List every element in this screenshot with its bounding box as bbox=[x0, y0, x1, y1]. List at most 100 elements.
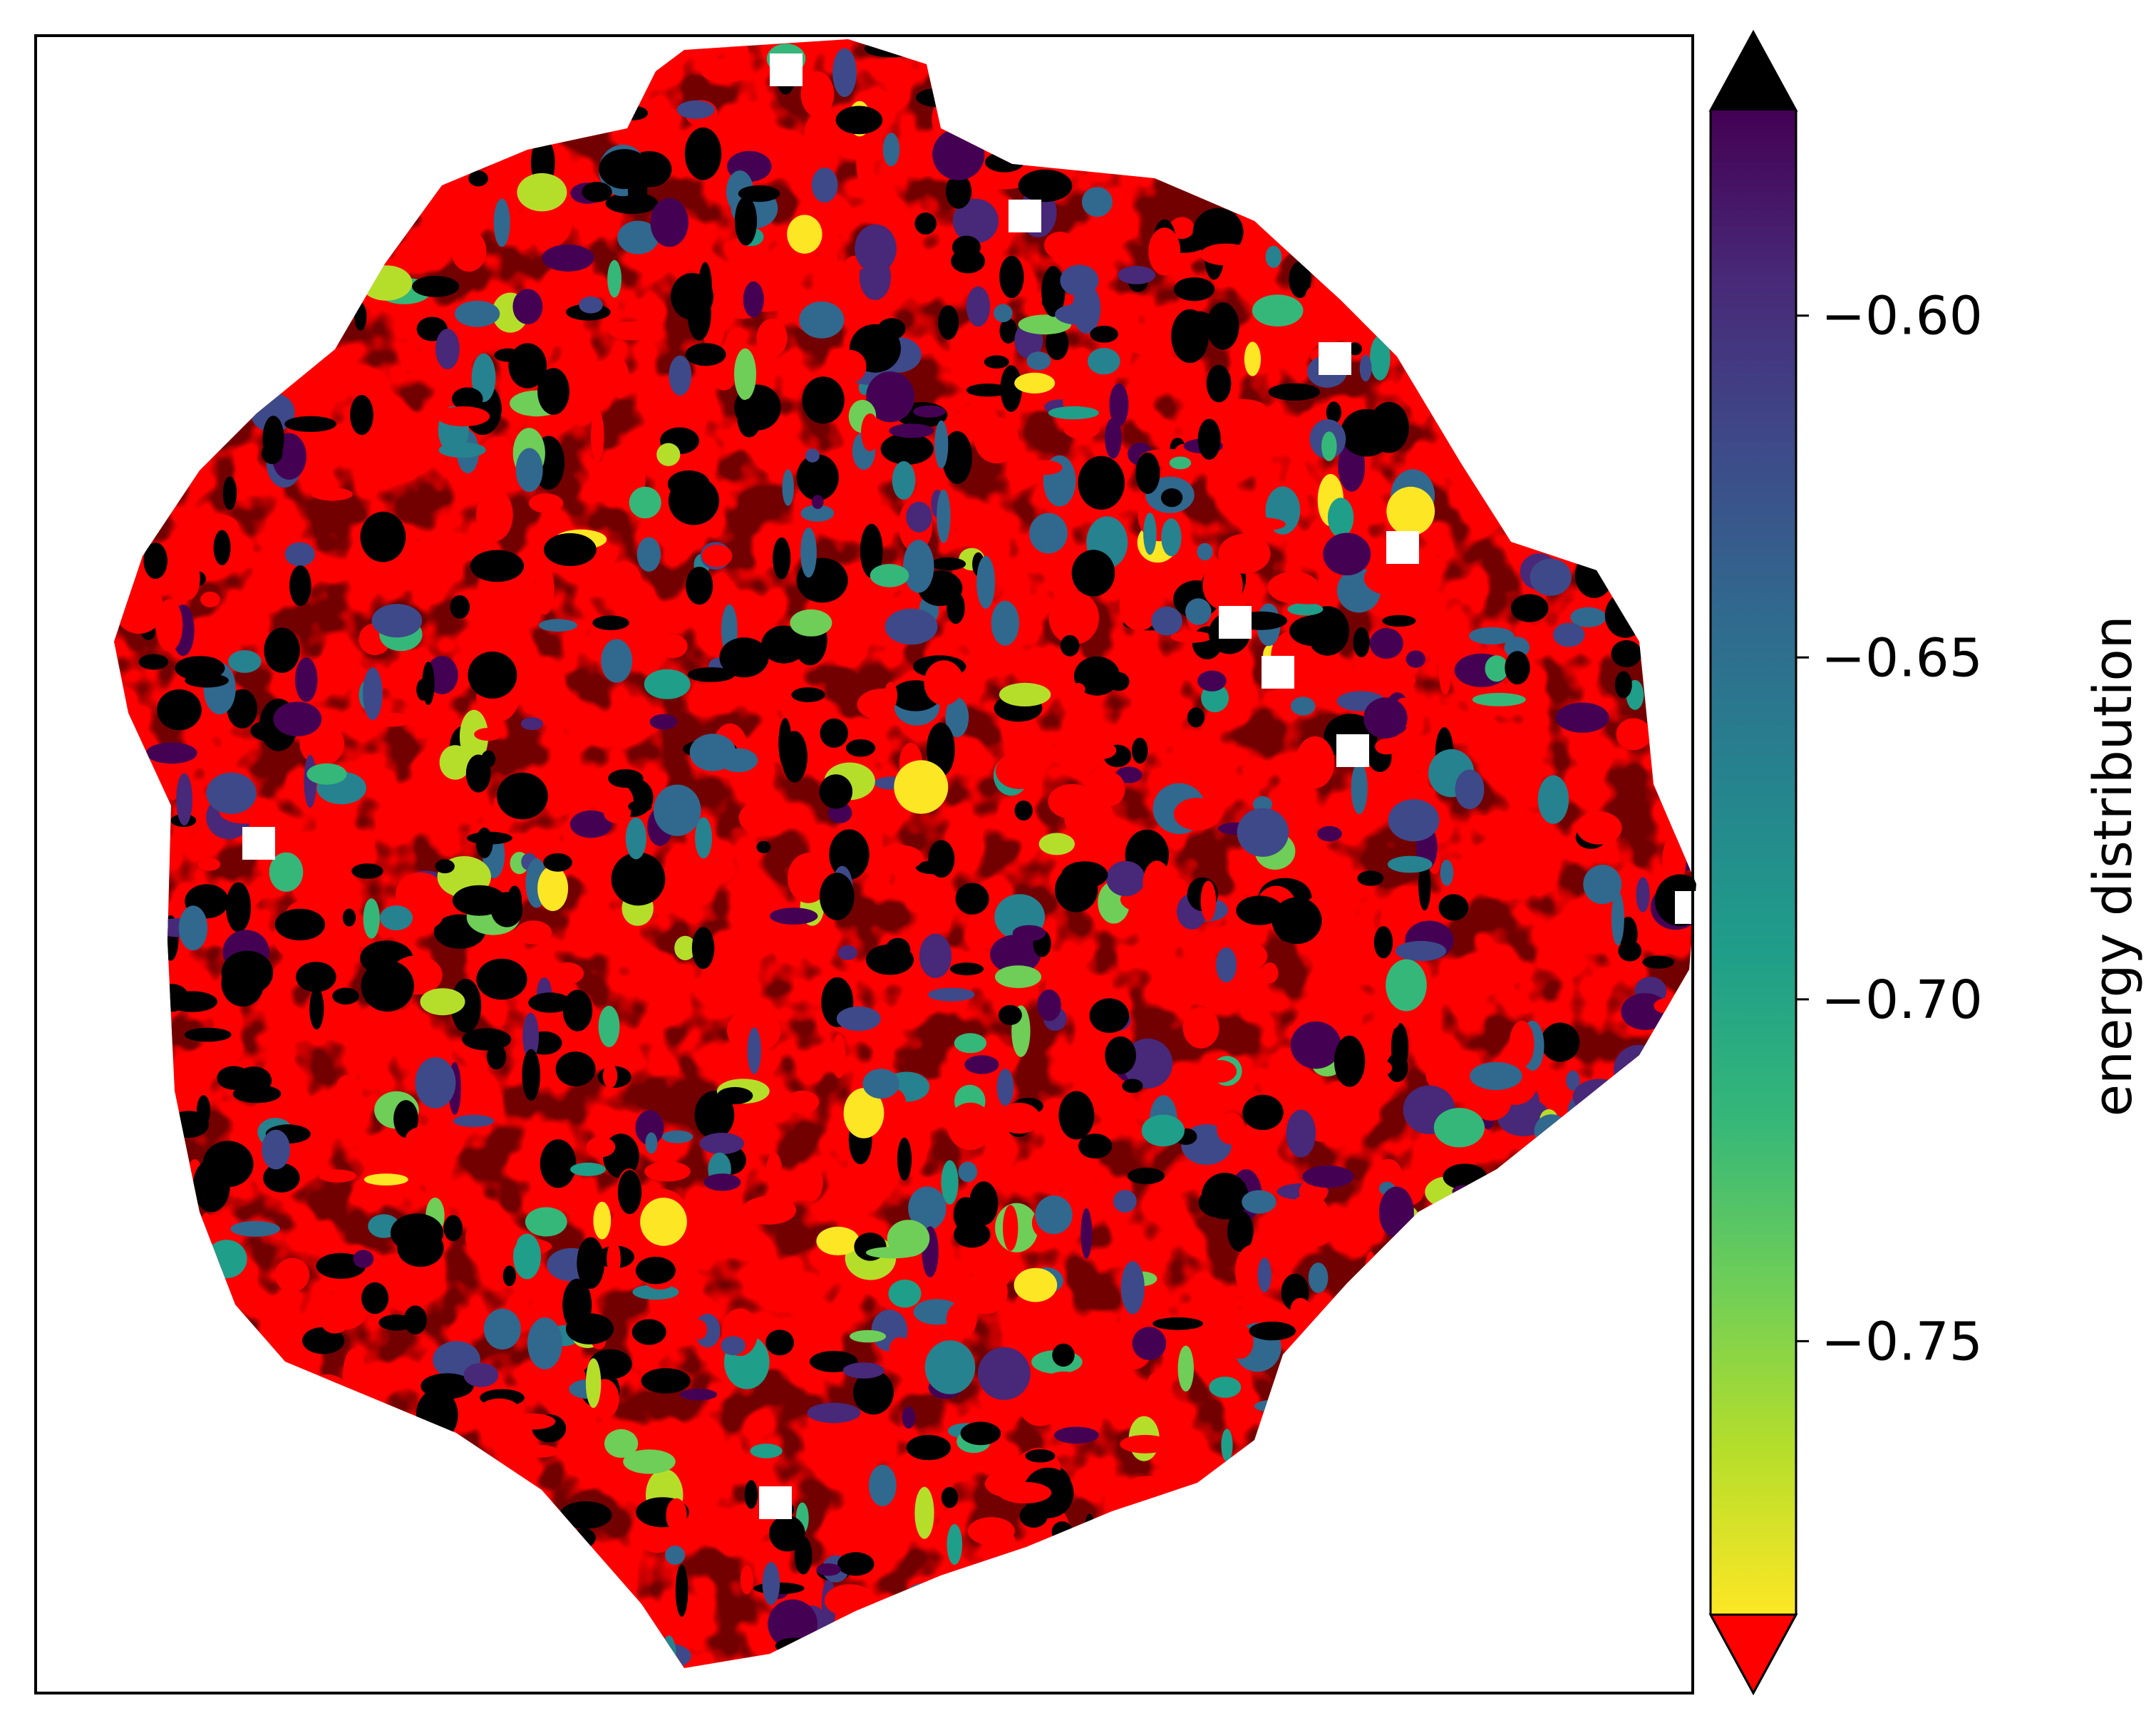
heatmap-cell bbox=[769, 1515, 805, 1552]
heatmap-cell bbox=[1151, 606, 1182, 636]
heatmap-cell bbox=[1026, 351, 1051, 371]
heatmap-cell bbox=[1029, 513, 1068, 554]
heatmap-cell bbox=[785, 1091, 820, 1113]
heatmap-cell bbox=[719, 637, 769, 678]
heatmap-cell bbox=[870, 564, 909, 587]
heatmap-cell bbox=[592, 615, 629, 630]
colorbar-outline bbox=[1709, 29, 1797, 1696]
heatmap-cell bbox=[1642, 955, 1675, 969]
heatmap-cell bbox=[609, 321, 659, 341]
heatmap-cell bbox=[1063, 418, 1100, 439]
heatmap-cell bbox=[1120, 1434, 1171, 1454]
heatmap-cell bbox=[1553, 622, 1585, 647]
heatmap-cell bbox=[1438, 644, 1452, 695]
heatmap-cell bbox=[1537, 775, 1569, 824]
heatmap-cell bbox=[1058, 1091, 1095, 1140]
heatmap-cell bbox=[380, 905, 413, 931]
missing-cell bbox=[1219, 606, 1252, 639]
heatmap-cell bbox=[198, 858, 221, 871]
heatmap-cell bbox=[1382, 614, 1416, 627]
heatmap-cell bbox=[361, 960, 414, 1012]
missing-cell bbox=[1336, 734, 1369, 767]
heatmap-cell bbox=[1485, 655, 1509, 682]
heatmap-cell bbox=[569, 810, 613, 838]
heatmap-cell bbox=[998, 1004, 1022, 1025]
heatmap-cell bbox=[269, 852, 304, 892]
heatmap-cell bbox=[1035, 1195, 1073, 1235]
heatmap-cell bbox=[734, 348, 756, 401]
heatmap-cell bbox=[819, 774, 853, 809]
heatmap-cell bbox=[200, 591, 220, 607]
heatmap-cell bbox=[1080, 1208, 1093, 1259]
heatmap-cell bbox=[1203, 1060, 1237, 1083]
main-axes bbox=[34, 34, 1708, 1694]
heatmap-cell bbox=[1060, 634, 1080, 657]
heatmap-cell bbox=[1197, 418, 1221, 460]
heatmap-cell bbox=[585, 1358, 602, 1408]
heatmap-cell bbox=[969, 1181, 999, 1225]
heatmap-cell bbox=[579, 296, 603, 314]
heatmap-cell bbox=[1216, 947, 1237, 982]
heatmap-cell bbox=[1249, 1321, 1296, 1341]
heatmap-cell bbox=[1148, 227, 1181, 276]
heatmap-cell bbox=[1386, 959, 1427, 1012]
colorbar: −0.60 −0.65 −0.70 −0.75 energy distribution bbox=[1708, 29, 2144, 1696]
heatmap-cell bbox=[653, 784, 701, 836]
heatmap-cell bbox=[1085, 741, 1117, 760]
heatmap-cell bbox=[1369, 628, 1403, 659]
heatmap-cell bbox=[177, 556, 200, 600]
colorbar-tick-label: −0.60 bbox=[1821, 286, 1983, 347]
heatmap-cell bbox=[928, 987, 975, 1002]
heatmap-cell bbox=[765, 1329, 794, 1356]
heatmap-cell bbox=[964, 1055, 999, 1074]
heatmap-cell bbox=[1438, 894, 1469, 921]
heatmap-cell bbox=[1182, 1007, 1219, 1049]
heatmap-cell bbox=[756, 319, 788, 357]
heatmap-cell bbox=[586, 1136, 616, 1158]
heatmap-cell bbox=[1089, 998, 1130, 1033]
heatmap-cell bbox=[807, 1402, 861, 1424]
heatmap-cell bbox=[967, 1517, 1015, 1545]
heatmap-cell bbox=[1395, 940, 1447, 962]
heatmap-cell bbox=[262, 1129, 291, 1170]
heatmap-cell bbox=[577, 1237, 605, 1289]
heatmap-cell bbox=[816, 1563, 841, 1576]
heatmap-cell bbox=[700, 58, 750, 83]
heatmap-cell bbox=[294, 657, 318, 702]
heatmap-cell bbox=[635, 1256, 676, 1285]
heatmap-cell bbox=[960, 1421, 1001, 1446]
heatmap-cell bbox=[471, 353, 496, 402]
heatmap-cell bbox=[1290, 1297, 1311, 1321]
heatmap-cell bbox=[958, 1161, 978, 1183]
heatmap-cell bbox=[676, 100, 715, 119]
heatmap-cell bbox=[1415, 1032, 1447, 1069]
heatmap-cell bbox=[1375, 739, 1398, 755]
heatmap-cell bbox=[915, 860, 951, 875]
heatmap-cell bbox=[1025, 1449, 1056, 1463]
colorbar-over-extension bbox=[1708, 29, 1798, 112]
heatmap-cell bbox=[570, 1162, 606, 1176]
heatmap-cell bbox=[1237, 808, 1289, 857]
heatmap-cell bbox=[1200, 880, 1217, 922]
heatmap-cell bbox=[804, 113, 835, 152]
heatmap-cell bbox=[762, 1562, 780, 1605]
heatmap-cell bbox=[726, 880, 761, 893]
heatmap-cell bbox=[703, 1173, 741, 1191]
heatmap-cell bbox=[475, 827, 493, 858]
heatmap-cell bbox=[650, 197, 688, 247]
heatmap-cell bbox=[788, 853, 830, 903]
heatmap-cell bbox=[443, 1215, 463, 1242]
heatmap-cell bbox=[1078, 1133, 1113, 1159]
heatmap-cell bbox=[185, 673, 229, 688]
heatmap-cell bbox=[1061, 861, 1108, 888]
heatmap-cell bbox=[351, 863, 383, 879]
heatmap-cell bbox=[1566, 1070, 1580, 1091]
heatmap-cell bbox=[598, 1005, 620, 1047]
missing-cell bbox=[1262, 656, 1294, 689]
heatmap-cell bbox=[966, 384, 1010, 397]
heatmap-cell bbox=[889, 423, 934, 438]
heatmap-cell bbox=[522, 1012, 539, 1060]
heatmap-cell bbox=[1132, 737, 1148, 764]
heatmap-cell bbox=[865, 944, 914, 975]
heatmap-cell bbox=[820, 718, 848, 748]
